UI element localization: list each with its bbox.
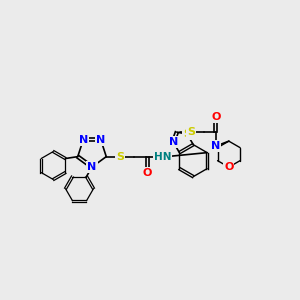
Text: O: O	[224, 162, 233, 172]
Text: S: S	[116, 152, 124, 162]
Text: O: O	[142, 168, 152, 178]
Text: N: N	[211, 141, 220, 151]
Text: N: N	[96, 135, 105, 145]
Text: N: N	[79, 135, 88, 145]
Text: S: S	[183, 129, 191, 139]
Text: HN: HN	[154, 152, 171, 162]
Text: N: N	[87, 162, 97, 172]
Text: S: S	[187, 127, 195, 137]
Text: N: N	[169, 137, 178, 147]
Text: O: O	[211, 112, 220, 122]
